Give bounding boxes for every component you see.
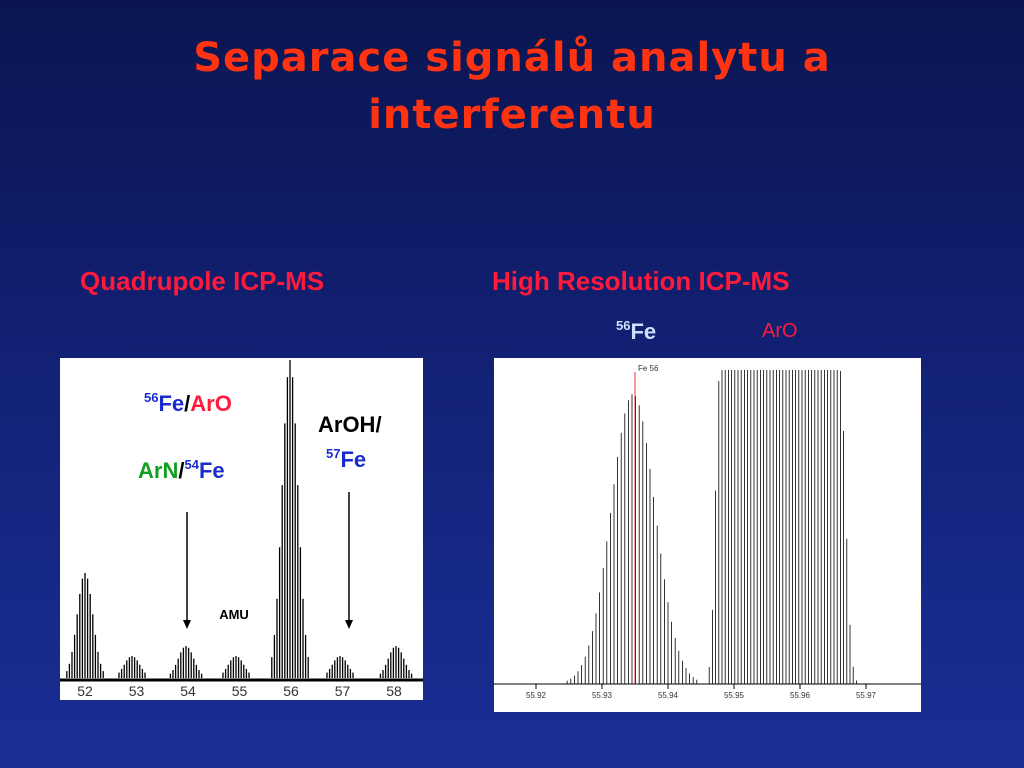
slash: / xyxy=(178,458,185,483)
fe-label: 56Fe xyxy=(616,318,656,345)
fe-label: 57Fe xyxy=(326,446,366,473)
mass: 56 xyxy=(616,318,631,333)
arrow-head xyxy=(345,620,353,629)
axis-label: 57 xyxy=(335,683,351,699)
axis-label: 56 xyxy=(283,683,299,699)
axis-label: 53 xyxy=(129,683,145,699)
aro-label: ArO xyxy=(762,320,798,342)
quadrupole-panel xyxy=(60,358,423,700)
axis-label: 52 xyxy=(77,683,93,699)
axis-label: 55.96 xyxy=(790,691,811,700)
mass: 56 xyxy=(144,390,159,405)
axis-labels: 55.92 55.93 55.94 55.95 55.96 55.97 xyxy=(526,684,877,700)
title: Separace signálů analytu a interferentu xyxy=(193,35,831,138)
slash: / xyxy=(184,391,191,416)
element: Fe xyxy=(630,319,657,344)
arn-fe-label: ArN/54Fe xyxy=(138,457,225,484)
mass: 57 xyxy=(326,446,341,461)
axis-labels: 52 53 54 55 56 57 58 xyxy=(77,683,402,699)
arrow-head xyxy=(183,620,191,629)
axis-label: 55.94 xyxy=(658,691,679,700)
element: Fe xyxy=(158,391,185,416)
axis-label: 55 xyxy=(232,683,248,699)
element: ArN xyxy=(138,458,179,483)
aroh-label: ArOH/ xyxy=(318,412,382,437)
fe-aro-label: 56Fe/ArO xyxy=(144,390,232,417)
element: Fe xyxy=(340,447,367,472)
axis-label: 55.95 xyxy=(724,691,745,700)
hr-panel xyxy=(494,358,921,712)
axis-label: 55.93 xyxy=(592,691,613,700)
heading: Quadrupole ICP-MS xyxy=(80,266,325,296)
axis-label: 54 xyxy=(180,683,196,699)
quadrupole-spectrum xyxy=(66,360,413,678)
axis-label: 55.92 xyxy=(526,691,547,700)
unit-label: AMU xyxy=(219,607,249,622)
axis-label: 55.97 xyxy=(856,691,877,700)
hr-spectrum xyxy=(566,370,857,684)
element: Fe xyxy=(198,458,225,483)
marker-label: Fe 56 xyxy=(638,364,659,373)
element: ArO xyxy=(190,391,232,416)
mass: 54 xyxy=(184,457,199,472)
heading: High Resolution ICP-MS xyxy=(492,266,790,296)
axis-label: 58 xyxy=(386,683,402,699)
